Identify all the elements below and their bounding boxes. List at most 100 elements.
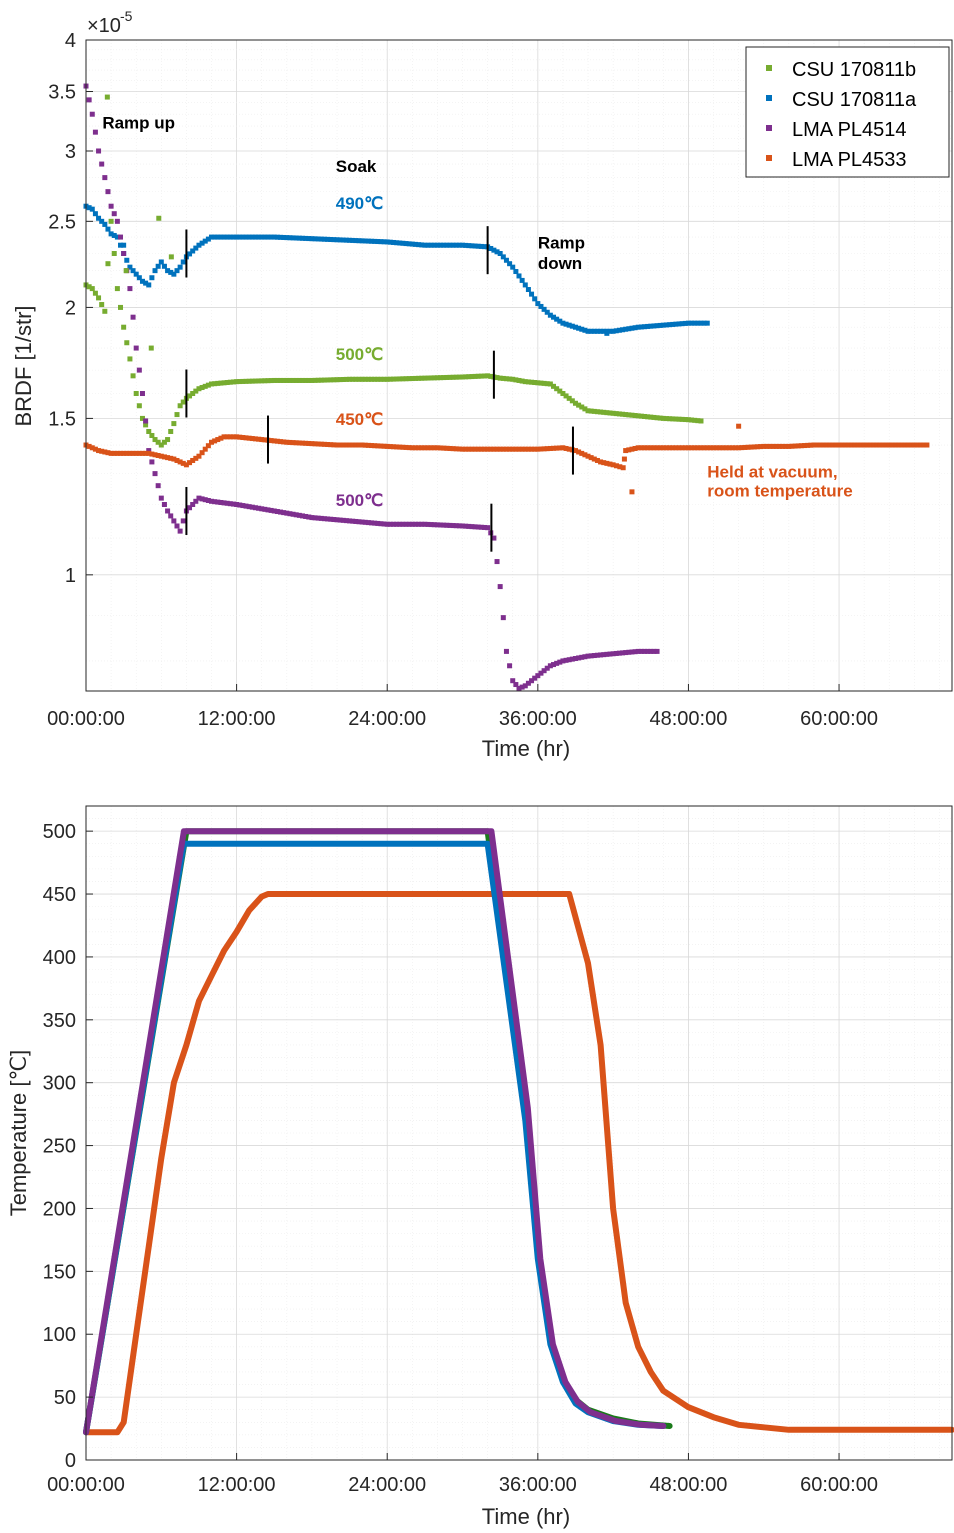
brdf-data-point [425,521,431,527]
brdf-data-point [823,442,829,448]
brdf-data-point [108,231,114,237]
brdf-data-point [359,442,365,448]
brdf-data-point [883,442,889,448]
brdf-data-point [485,525,491,531]
brdf-data-point [419,375,425,381]
brdf-data-point [177,528,183,534]
brdf-data-point [227,234,233,240]
brdf-data-point [196,453,202,459]
brdf-data-point [303,440,309,446]
brdf-data-point [742,444,748,450]
brdf-data-point [444,445,450,451]
brdf-data-point [356,238,362,244]
brdf-data-point [679,416,685,422]
brdf-data-point [359,376,365,382]
brdf-data-point [886,442,892,448]
brdf-data-point [566,395,572,401]
brdf-plot: 1 1.5 2 2.5 3 3.5 4 00:00:00 12:00:00 24:00:00 36… [11,8,953,761]
brdf-data-point [114,450,120,456]
brdf-data-point [190,391,196,397]
brdf-data-point [300,377,305,383]
brdf-data-point [409,376,415,382]
brdf-data-point [585,453,591,459]
brdf-data-point [146,448,152,454]
brdf-data-point [676,321,682,327]
brdf-data-point [723,445,729,451]
brdf-data-point [588,653,594,659]
brdf-data-point [143,280,149,286]
brdf-data-point [202,446,208,452]
brdf-data-point [136,403,142,409]
brdf-data-point [629,649,635,655]
brdf-data-point [400,240,406,246]
brdf-data-point [761,443,767,449]
brdf-data-point [566,446,572,452]
brdf-data-point [525,379,531,385]
brdf-data-point [412,375,418,381]
brdf-data-point [265,507,271,513]
brdf-data-point [284,377,290,383]
brdf-data-point [315,236,321,242]
brdf-data-point [300,513,305,519]
brdf-data-point [478,373,484,379]
brdf-data-point [312,236,318,242]
brdf-data-point [274,234,280,240]
brdf-data-point [535,673,541,679]
brdf-data-point [161,439,167,445]
brdf-data-point [422,521,428,527]
brdf-data-point [246,504,252,510]
brdf-data-point [532,380,538,386]
brdf-data-point [591,408,597,414]
brdf-data-point [607,461,613,467]
brdf-data-point [450,242,456,248]
brdf-data-point [783,443,789,449]
brdf-data-point [130,268,136,274]
brdf-data-point [412,445,418,451]
brdf-data-point [463,242,469,248]
brdf-data-point [598,409,604,415]
brdf-data-point [572,448,578,454]
brdf-data-point [328,516,334,522]
brdf-data-point [271,234,277,240]
brdf-data-point [243,234,249,240]
brdf-data-point [365,238,371,244]
brdf-data-point [227,501,233,507]
brdf-data-point [243,435,249,441]
brdf-data-point [347,376,353,382]
brdf-data-point [287,235,293,241]
brdf-data-point [105,226,111,232]
brdf-data-point [127,286,133,292]
brdf-data-point [381,376,387,382]
brdf-data-point [350,376,356,382]
brdf-data-point [118,304,124,310]
brdf-data-point [365,376,371,382]
brdf-data-point [610,651,616,657]
brdf-data-point [626,447,632,453]
brdf-data-point [538,670,544,676]
brdf-data-point [560,445,566,451]
brdf-data-point [152,471,158,477]
brdf-data-point [252,505,258,511]
brdf-data-point [610,328,616,334]
brdf-data-point [121,324,127,330]
brdf-data-point [143,422,149,428]
brdf-data-point [434,445,440,451]
brdf-data-point [494,446,500,452]
brdf-data-point [503,648,509,654]
brdf-data-point [340,442,346,448]
brdf-data-point [507,663,513,669]
brdf-data-point [428,375,434,381]
brdf-data-point [507,376,513,382]
brdf-data-point [171,271,177,277]
brdf-y-tick-label: 3 [65,141,76,163]
brdf-data-point [488,245,494,251]
brdf-data-point [845,442,851,448]
brdf-data-point [582,327,588,333]
brdf-data-point [692,320,698,326]
brdf-data-point [158,495,164,501]
brdf-data-point [397,240,403,246]
brdf-data-point [403,521,409,527]
brdf-data-point [165,268,171,274]
temperature-x-tick-label: 12:00:00 [198,1474,276,1496]
brdf-data-point [89,445,95,451]
